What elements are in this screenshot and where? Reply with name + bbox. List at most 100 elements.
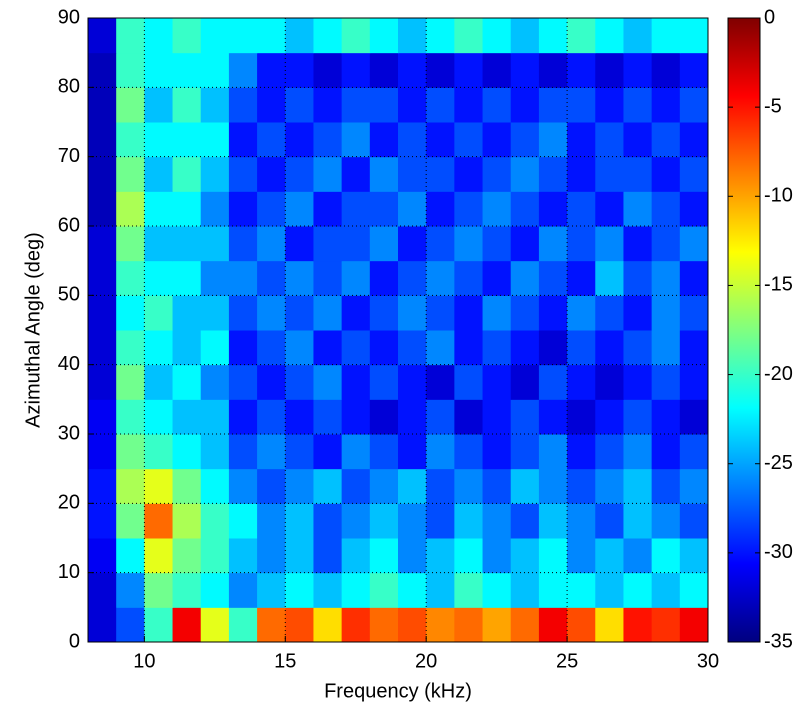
heatmap-cell (285, 572, 314, 608)
heatmap-cell (116, 260, 145, 296)
heatmap-cell (426, 295, 455, 331)
heatmap-cell (144, 607, 174, 643)
heatmap-cell (341, 295, 371, 331)
heatmap-cell (313, 122, 343, 158)
heatmap-cell (454, 122, 484, 158)
heatmap-cell (538, 122, 568, 158)
heatmap-cell (510, 434, 540, 470)
heatmap-cell (538, 468, 568, 504)
heatmap-cell (510, 226, 540, 262)
heatmap-cell (369, 295, 399, 331)
heatmap-cell (228, 503, 258, 539)
heatmap-cell (567, 191, 596, 227)
heatmap-cell (567, 226, 596, 262)
heatmap-cell (398, 503, 427, 539)
heatmap-cell (228, 295, 258, 331)
heatmap-cell (538, 503, 568, 539)
heatmap-cell (623, 399, 653, 435)
heatmap-cell (285, 503, 314, 539)
heatmap-cell (595, 538, 624, 574)
heatmap-cell (454, 434, 484, 470)
heatmap-cell (285, 364, 314, 400)
heatmap-cell (567, 468, 596, 504)
heatmap-cell (228, 538, 258, 574)
heatmap-cell (257, 607, 286, 643)
heatmap-cell (426, 87, 455, 123)
heatmap-cell (398, 468, 427, 504)
heatmap-cell (454, 364, 484, 400)
heatmap-cell (426, 18, 455, 54)
heatmap-cell (454, 607, 484, 643)
heatmap-cell (313, 330, 343, 366)
heatmap-cell (172, 18, 202, 54)
heatmap-cell (369, 87, 399, 123)
heatmap-cell (679, 399, 709, 435)
heatmap-cell (369, 468, 399, 504)
heatmap-cell (623, 607, 653, 643)
y-tick-label: 40 (58, 353, 80, 375)
heatmap-cell (623, 87, 653, 123)
heatmap-cell (623, 503, 653, 539)
heatmap-cell (679, 156, 709, 192)
colorbar-tick-label: -10 (764, 185, 793, 207)
heatmap-cell (88, 607, 117, 643)
heatmap-cell (398, 607, 427, 643)
heatmap-cell (679, 434, 709, 470)
heatmap-cell (679, 87, 709, 123)
heatmap-cell (679, 295, 709, 331)
heatmap-cell (482, 191, 512, 227)
heatmap-cell (595, 52, 624, 88)
heatmap-cell (510, 330, 540, 366)
heatmap-cell (538, 295, 568, 331)
heatmap-cell (679, 330, 709, 366)
heatmap-cell (426, 52, 455, 88)
heatmap-cell (369, 260, 399, 296)
heatmap-cell (257, 52, 286, 88)
heatmap-cell (200, 572, 230, 608)
heatmap-cell (341, 364, 371, 400)
heatmap-cell (595, 330, 624, 366)
heatmap-cell (200, 122, 230, 158)
heatmap-cell (257, 538, 286, 574)
heatmap-cell (228, 572, 258, 608)
heatmap-cell (313, 468, 343, 504)
heatmap-cell (369, 538, 399, 574)
heatmap-cell (228, 156, 258, 192)
heatmap-cell (172, 260, 202, 296)
heatmap-cell (567, 52, 596, 88)
heatmap-cell (285, 468, 314, 504)
colorbar-tick-label: -35 (764, 630, 793, 652)
heatmap-cell (341, 330, 371, 366)
heatmap-cell (341, 52, 371, 88)
heatmap-cell (567, 399, 596, 435)
heatmap-cell (116, 468, 145, 504)
heatmap-cell (482, 503, 512, 539)
heatmap-cell (454, 18, 484, 54)
heatmap-cell (228, 260, 258, 296)
heatmap-cell (398, 260, 427, 296)
heatmap-cell (285, 156, 314, 192)
heatmap-cell (88, 572, 117, 608)
heatmap-cell (510, 18, 540, 54)
heatmap-cell (144, 18, 174, 54)
heatmap-cell (538, 87, 568, 123)
heatmap-cell (538, 364, 568, 400)
heatmap-cell (398, 122, 427, 158)
heatmap-cell (313, 364, 343, 400)
heatmap-cell (510, 260, 540, 296)
heatmap-cell (651, 468, 681, 504)
heatmap-cell (172, 399, 202, 435)
heatmap-cell (200, 399, 230, 435)
heatmap-cell (144, 503, 174, 539)
heatmap-cell (398, 87, 427, 123)
heatmap-cell (567, 122, 596, 158)
heatmap-cell (369, 156, 399, 192)
heatmap-cell (651, 156, 681, 192)
heatmap-cell (88, 434, 117, 470)
heatmap-cell (116, 191, 145, 227)
y-tick-label: 60 (58, 214, 80, 236)
heatmap-cell (341, 156, 371, 192)
heatmap-cell (510, 52, 540, 88)
heatmap-cell (200, 295, 230, 331)
heatmap-cell (454, 260, 484, 296)
